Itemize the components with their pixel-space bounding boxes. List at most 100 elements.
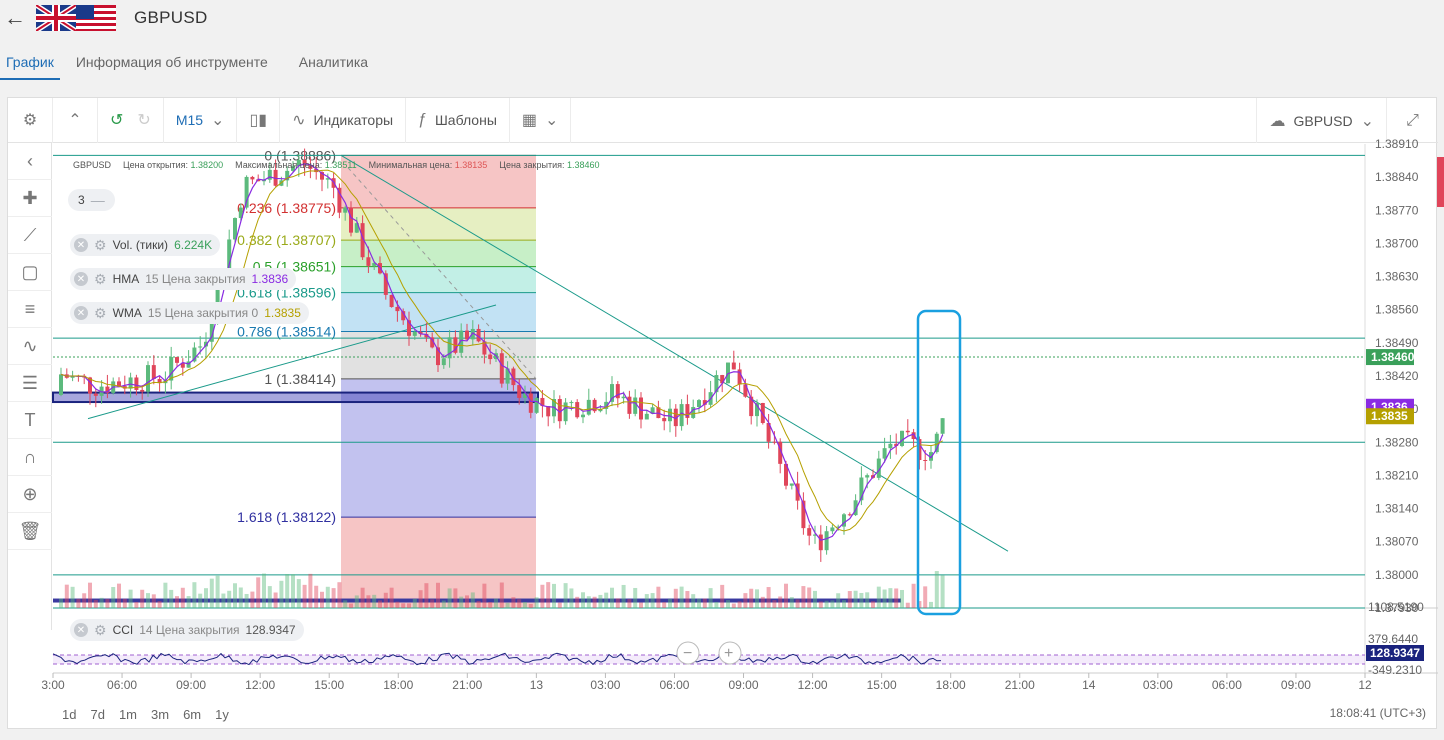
- volume-bar: [586, 596, 591, 608]
- crosshair-icon[interactable]: ✚: [8, 180, 52, 217]
- candle: [302, 159, 307, 166]
- price-axis-label: 1.38630: [1375, 270, 1419, 284]
- volume-bar: [639, 602, 643, 608]
- volume-bar: [238, 587, 243, 608]
- period-1m[interactable]: 1m: [118, 707, 137, 722]
- volume-bar: [610, 587, 614, 608]
- timeframe-select[interactable]: M15 ⌄: [164, 97, 238, 143]
- volume-bar: [563, 583, 568, 608]
- trendline-icon[interactable]: ⟋: [8, 217, 52, 254]
- price-axis-label: 1.38910: [1375, 137, 1419, 151]
- volume-bar: [882, 589, 887, 608]
- volume-bar: [221, 593, 226, 608]
- volume-bar: [459, 596, 464, 608]
- period-1y[interactable]: 1y: [215, 707, 229, 722]
- symbol-select[interactable]: ☁ GBPUSD ⌄: [1256, 98, 1386, 143]
- gear-icon[interactable]: ⚙: [94, 621, 107, 638]
- timeframe-label: M15: [175, 112, 204, 128]
- legend-open-label: Цена открытия:: [123, 160, 189, 170]
- period-1d[interactable]: 1d: [62, 707, 77, 722]
- candle: [314, 168, 319, 173]
- undo-icon[interactable]: ↺: [110, 112, 124, 129]
- volume-bar: [383, 592, 388, 608]
- tab-chart[interactable]: График: [0, 44, 60, 80]
- zoom-in-button[interactable]: [718, 641, 742, 665]
- volume-bar: [865, 592, 870, 608]
- gear-icon[interactable]: ⚙: [94, 236, 107, 253]
- candle: [273, 169, 278, 186]
- volume-bar: [668, 598, 672, 608]
- volume-bar: [99, 597, 104, 608]
- close-icon[interactable]: ✕: [74, 272, 88, 286]
- period-6m[interactable]: 6m: [183, 707, 202, 722]
- volume-bar: [151, 594, 156, 608]
- cloud-upload-icon: ☁: [1269, 112, 1286, 130]
- fib-zone: [341, 155, 536, 208]
- volume-bar: [859, 592, 864, 608]
- price-axis-label: 1.38280: [1375, 435, 1419, 449]
- volume-bar: [499, 582, 504, 608]
- vol-indicator-chip[interactable]: ✕ ⚙ Vol. (тики) 6.224K: [70, 234, 221, 256]
- vol-name: Vol. (тики): [112, 238, 169, 252]
- price-axis-label: 1.38420: [1375, 369, 1419, 383]
- zoom-in-icon[interactable]: ⊕: [8, 476, 52, 513]
- templates-button[interactable]: ƒ Шаблоны: [406, 97, 510, 143]
- volume-bar: [772, 600, 777, 608]
- horizontal-lines-icon[interactable]: ≡: [8, 291, 52, 328]
- volume-bar: [557, 602, 562, 608]
- candle: [662, 418, 667, 422]
- price-axis-label: 1.38070: [1375, 535, 1419, 549]
- volume-bar: [876, 586, 881, 608]
- indicators-button[interactable]: ∿ Индикаторы: [280, 97, 407, 143]
- candle: [476, 328, 481, 342]
- tab-analytics[interactable]: Аналитика: [298, 54, 369, 70]
- volume-bar: [117, 583, 121, 608]
- volume-bar: [702, 598, 707, 608]
- close-icon[interactable]: ✕: [74, 306, 88, 320]
- price-axis-label: 1.38560: [1375, 303, 1419, 317]
- price-chart[interactable]: 0 (1.38886)0.236 (1.38775)0.382 (1.38707…: [8, 98, 1438, 730]
- gear-icon[interactable]: ⚙: [94, 304, 107, 321]
- volume-bar: [146, 593, 150, 608]
- close-icon[interactable]: ✕: [74, 238, 88, 252]
- vol-value: 6.224K: [174, 238, 213, 252]
- candle: [592, 399, 597, 412]
- volume-bar: [401, 603, 406, 608]
- hma-indicator-chip[interactable]: ✕ ⚙ HMA 15 Цена закрытия 1.3836: [70, 268, 297, 290]
- collapse-left-icon[interactable]: ‹: [8, 143, 52, 180]
- fibonacci-icon[interactable]: ☰: [8, 365, 52, 402]
- gear-icon[interactable]: ⚙: [94, 270, 107, 287]
- text-icon[interactable]: T: [8, 402, 52, 439]
- fib-level-label: 1 (1.38414): [264, 371, 336, 387]
- magnet-icon[interactable]: ∩: [8, 439, 52, 476]
- header-bar: ← GBPUSD: [0, 0, 1444, 36]
- candle: [204, 341, 208, 347]
- zoom-out-button[interactable]: [676, 641, 700, 665]
- candle: [836, 526, 841, 528]
- trash-icon[interactable]: 🗑: [8, 513, 52, 550]
- period-7d[interactable]: 7d: [90, 707, 105, 722]
- candle: [424, 334, 429, 338]
- settings-gear-icon[interactable]: ⚙: [8, 97, 53, 143]
- close-icon[interactable]: ✕: [74, 623, 88, 637]
- tab-instrument-info[interactable]: Информация об инструменте: [75, 54, 268, 70]
- redo-icon[interactable]: ↻: [137, 112, 151, 129]
- fullscreen-icon[interactable]: ⤢: [1386, 98, 1438, 143]
- wma-indicator-chip[interactable]: ✕ ⚙ WMA 15 Цена закрытия 0 1.3835: [70, 302, 309, 324]
- calendar-button[interactable]: ▦ ⌄: [510, 97, 572, 143]
- cci-axis-label: 379.6440: [1368, 632, 1418, 646]
- indicator-count-badge[interactable]: 3—: [68, 189, 115, 211]
- volume-bar: [528, 603, 533, 608]
- volume-bar: [888, 588, 893, 608]
- pattern-icon[interactable]: ∿: [8, 328, 52, 365]
- collapse-chevron-icon[interactable]: ⌃: [53, 97, 98, 143]
- side-alert-tab[interactable]: [1437, 157, 1444, 207]
- cci-indicator-chip[interactable]: ✕ ⚙ CCI 14 Цена закрытия 128.9347: [70, 619, 304, 641]
- volume-bar: [784, 583, 788, 608]
- minus-icon: −: [683, 645, 692, 662]
- chart-type-button[interactable]: ▯▮: [237, 97, 281, 143]
- candle: [250, 176, 255, 180]
- period-3m[interactable]: 3m: [151, 707, 170, 722]
- back-arrow-icon[interactable]: ←: [4, 5, 26, 30]
- rectangle-icon[interactable]: ▢: [8, 254, 52, 291]
